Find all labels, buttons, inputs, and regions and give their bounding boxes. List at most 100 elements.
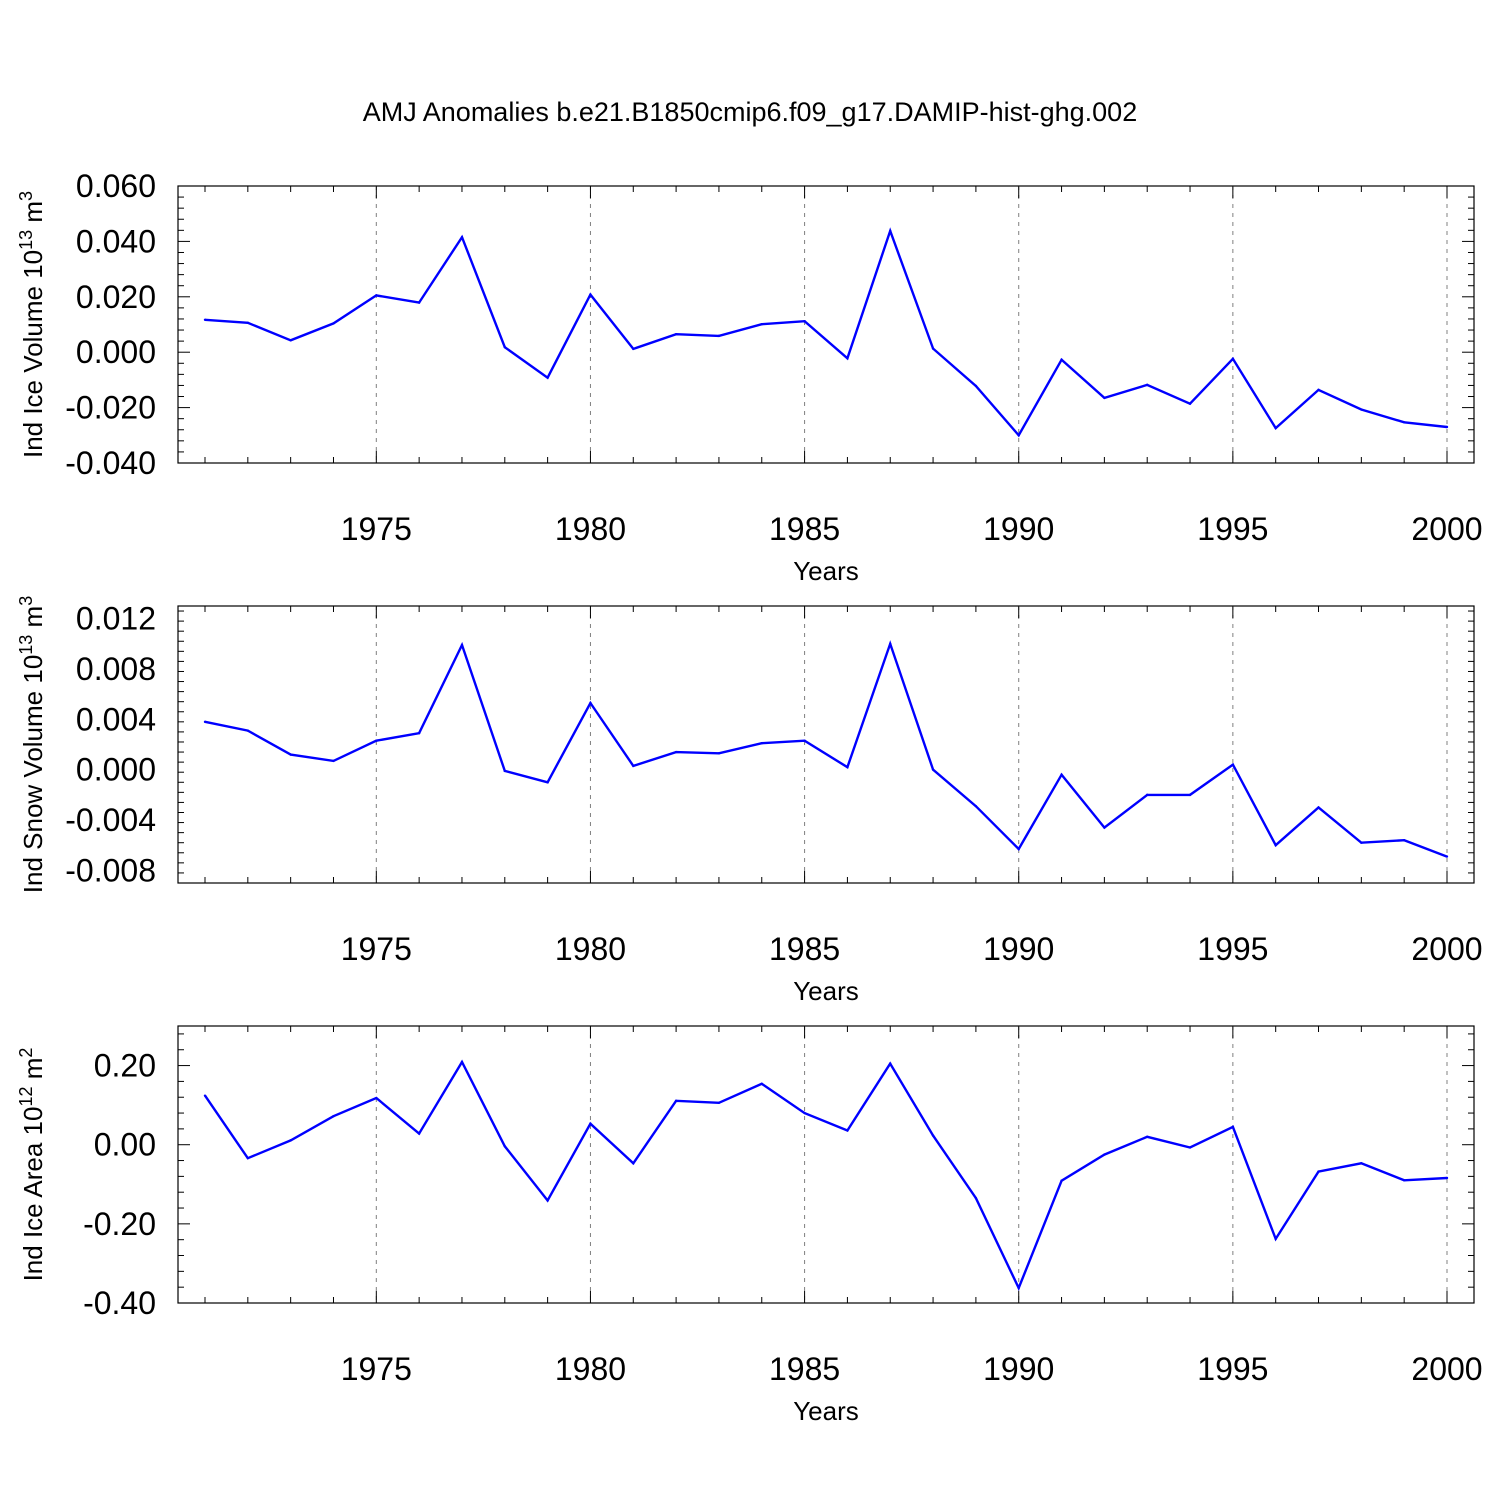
data-point	[289, 1139, 292, 1142]
data-point	[760, 742, 763, 745]
x-tick-label: 1985	[769, 1351, 840, 1387]
data-point	[1060, 773, 1063, 776]
x-tick-label: 2000	[1411, 511, 1482, 547]
data-point	[1103, 1153, 1106, 1156]
x-tick-label: 1985	[769, 511, 840, 547]
data-point	[1103, 826, 1106, 829]
data-point	[1317, 806, 1320, 809]
plot-frame	[177, 185, 1475, 464]
data-point	[1231, 357, 1235, 361]
data-point	[375, 739, 378, 742]
x-tick-label: 1975	[341, 931, 412, 967]
data-point	[1402, 1179, 1406, 1182]
data-point	[417, 301, 421, 304]
data-point	[1188, 1146, 1192, 1149]
data-point	[632, 764, 635, 768]
page-title: AMJ Anomalies b.e21.B1850cmip6.f09_g17.D…	[362, 97, 1138, 127]
data-point	[1445, 1176, 1449, 1180]
data-point	[717, 1101, 721, 1104]
data-point	[846, 357, 849, 360]
data-point	[375, 1096, 378, 1100]
y-tick-label: 0.000	[76, 334, 156, 370]
y-tick-label: 0.000	[76, 752, 156, 788]
data-point	[1317, 1170, 1320, 1173]
x-tick-label: 1980	[555, 1351, 626, 1387]
data-point	[546, 1199, 549, 1202]
y-tick-label: 0.20	[94, 1048, 156, 1084]
data-point	[1188, 402, 1192, 405]
data-point	[803, 1111, 806, 1115]
y-tick-label: 0.008	[76, 651, 156, 687]
series-line	[204, 640, 1448, 858]
x-axis-label: Years	[793, 556, 859, 586]
y-tick-label: -0.008	[65, 852, 156, 888]
data-point	[717, 334, 721, 338]
data-point	[203, 1094, 207, 1097]
data-point	[417, 731, 421, 735]
x-tick-label: 1990	[983, 931, 1054, 967]
y-tick-label: -0.040	[65, 445, 156, 481]
data-point	[803, 739, 806, 742]
data-point	[1402, 838, 1406, 842]
data-point	[889, 229, 892, 233]
x-axis-label: Years	[793, 1396, 859, 1426]
data-point	[503, 769, 506, 773]
y-tick-label: -0.40	[83, 1285, 156, 1321]
data-point	[931, 347, 935, 350]
x-tick-label: 2000	[1411, 1351, 1482, 1387]
data-point	[1017, 434, 1020, 437]
x-tick-label: 1980	[555, 931, 626, 967]
data-point	[289, 339, 292, 342]
data-point	[546, 781, 549, 784]
data-point	[674, 1099, 678, 1102]
data-point	[203, 720, 207, 724]
data-point	[460, 236, 464, 239]
x-tick-label: 1975	[341, 1351, 412, 1387]
series-line	[204, 227, 1448, 438]
series-line	[204, 1059, 1448, 1291]
y-axis-label: Ind Ice Volume 1013 m3	[16, 191, 48, 458]
data-point	[1402, 421, 1406, 424]
data-point	[1017, 847, 1020, 851]
data-point	[1317, 388, 1320, 392]
y-tick-label: 0.00	[94, 1127, 156, 1163]
y-tick-label: -0.20	[83, 1206, 156, 1242]
data-point	[974, 1196, 978, 1200]
data-point	[1103, 396, 1106, 400]
data-point	[203, 318, 207, 321]
panel-ice-volume: -0.040 -0.020 0.000 0.020 0.040 0.060 1975 1980…	[16, 168, 1483, 586]
data-point	[846, 1129, 849, 1132]
y-tick-label: 0.020	[76, 279, 156, 315]
data-point	[889, 642, 892, 645]
x-tick-label: 1980	[555, 511, 626, 547]
y-axis-label: Ind Ice Area 1012 m2	[16, 1048, 48, 1282]
data-point	[289, 753, 292, 756]
panel-snow-volume: -0.008 -0.004 0.000 0.004 0.008 0.012 1975 1980…	[16, 596, 1483, 1006]
data-point	[460, 643, 464, 647]
data-point	[1274, 1237, 1277, 1241]
data-point	[332, 1115, 335, 1118]
y-tick-label: 0.012	[76, 601, 156, 637]
data-point	[760, 1082, 763, 1085]
x-tick-label: 1995	[1197, 511, 1268, 547]
data-point	[1360, 841, 1363, 844]
data-point	[589, 293, 592, 296]
y-axis-label: Ind Snow Volume 1013 m3	[16, 596, 48, 893]
x-axis-label: Years	[793, 976, 859, 1006]
x-tick-label: 1985	[769, 931, 840, 967]
data-point	[246, 729, 250, 732]
data-point	[632, 347, 635, 351]
data-point	[1360, 408, 1363, 411]
data-point	[246, 321, 250, 325]
data-point	[589, 701, 592, 705]
x-tick-label: 1990	[983, 1351, 1054, 1387]
data-point	[246, 1156, 250, 1160]
data-point	[974, 804, 978, 808]
data-point	[503, 346, 506, 349]
data-point	[1146, 383, 1149, 387]
data-point	[632, 1162, 635, 1165]
x-tick-label: 1990	[983, 511, 1054, 547]
data-point	[546, 376, 549, 379]
data-point	[503, 1145, 506, 1148]
